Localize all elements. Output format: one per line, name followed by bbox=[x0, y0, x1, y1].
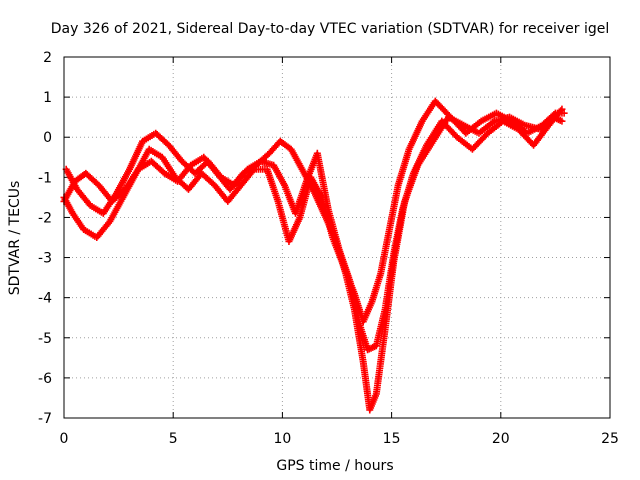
y-tick-label: -4 bbox=[38, 291, 52, 307]
y-tick-label: -3 bbox=[38, 251, 52, 267]
y-axis-label: SDTVAR / TECUs bbox=[7, 181, 23, 296]
y-tick-label: 0 bbox=[43, 130, 52, 146]
data-point-marker bbox=[558, 105, 566, 113]
x-tick-label: 10 bbox=[273, 431, 291, 447]
marks-layer bbox=[60, 97, 568, 414]
y-tick-label: -5 bbox=[38, 331, 52, 347]
y-tick-label: 2 bbox=[43, 50, 52, 66]
chart-title: Day 326 of 2021, Sidereal Day-to-day VTE… bbox=[51, 21, 610, 37]
y-tick-label: -2 bbox=[38, 210, 52, 226]
y-tick-label: -6 bbox=[38, 371, 52, 387]
y-tick-label: -1 bbox=[38, 170, 52, 186]
x-tick-label: 25 bbox=[601, 431, 619, 447]
y-tick-label: 1 bbox=[43, 90, 52, 106]
x-axis-label: GPS time / hours bbox=[276, 458, 393, 474]
x-tick-label: 15 bbox=[383, 431, 401, 447]
plot-frame bbox=[63, 56, 611, 419]
y-tick-label: -7 bbox=[38, 411, 52, 427]
x-tick-label: 5 bbox=[169, 431, 178, 447]
series-track-c bbox=[62, 105, 566, 354]
data-point-marker bbox=[558, 117, 566, 125]
x-tick-label: 20 bbox=[492, 431, 510, 447]
x-tick-label: 0 bbox=[60, 431, 69, 447]
